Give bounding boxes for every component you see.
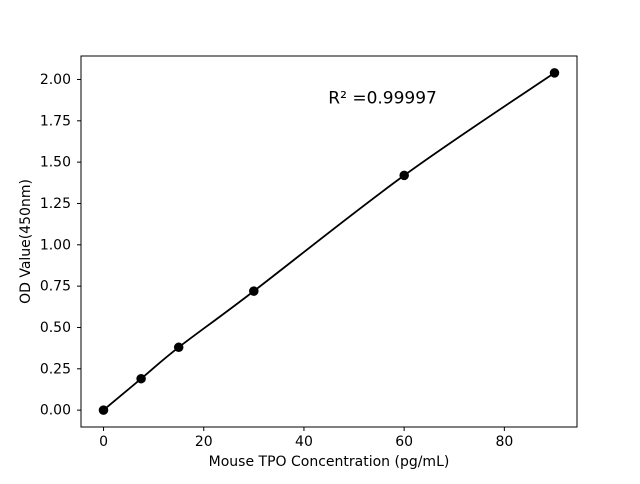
x-axis-label: Mouse TPO Concentration (pg/mL) xyxy=(209,454,450,470)
r-squared-annotation: R² =0.99997 xyxy=(328,89,437,109)
x-axis-ticks: 0 20 40 60 80 xyxy=(99,427,513,450)
y-tick-label: 2.00 xyxy=(40,72,71,88)
y-tick-label: 1.00 xyxy=(40,237,71,253)
x-tick-label: 40 xyxy=(295,434,313,450)
data-points xyxy=(98,68,560,415)
y-tick-label: 0.75 xyxy=(40,279,71,295)
data-point xyxy=(98,405,109,415)
y-tick-label: 0.50 xyxy=(40,320,71,336)
plot-frame xyxy=(80,55,578,428)
x-tick-label: 80 xyxy=(495,434,513,450)
x-tick-label: 0 xyxy=(99,434,108,450)
data-point xyxy=(249,286,259,296)
y-tick-label: 1.50 xyxy=(40,155,71,171)
y-tick-label: 1.25 xyxy=(40,196,71,212)
data-point xyxy=(136,373,146,384)
y-tick-label: 0.25 xyxy=(40,361,71,377)
y-axis-label: OD Value(450nm) xyxy=(18,179,34,304)
x-tick-label: 20 xyxy=(195,434,213,450)
y-tick-label: 1.75 xyxy=(40,113,71,129)
y-tick-label: 0.00 xyxy=(40,403,71,419)
data-point xyxy=(399,170,409,181)
y-axis-ticks: 0.00 0.25 0.50 0.75 1.00 1.25 1.50 1.75 2.00 xyxy=(40,72,81,419)
x-tick-label: 60 xyxy=(395,434,413,450)
data-point xyxy=(173,342,184,353)
data-point xyxy=(549,68,560,78)
